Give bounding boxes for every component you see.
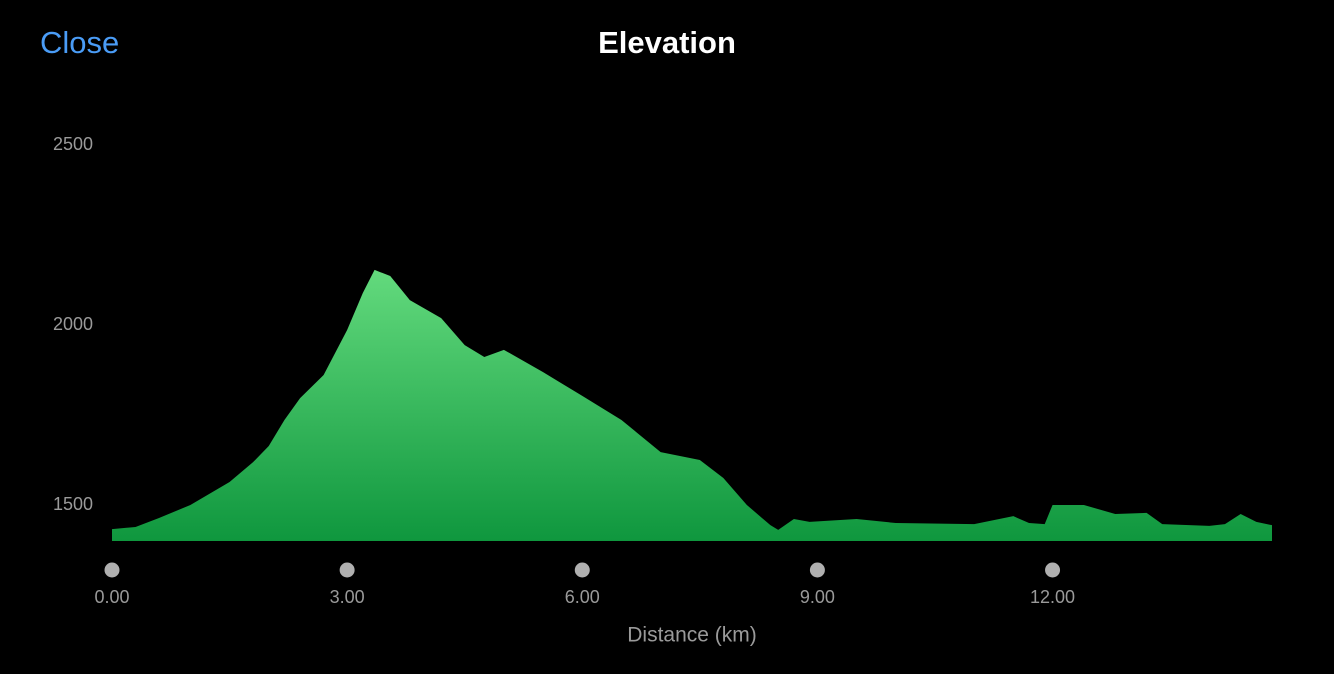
x-tick-label: 9.00 (800, 587, 835, 607)
y-tick-label: 1500 (53, 494, 93, 514)
chart-title: Elevation (598, 25, 736, 60)
x-tick-dot (339, 562, 355, 578)
x-tick-dot (1045, 562, 1061, 578)
x-tick-label: 12.00 (1030, 587, 1075, 607)
x-tick-dot (809, 562, 825, 578)
x-axis-label: Distance (km) (627, 624, 757, 647)
x-tick-label: 6.00 (565, 587, 600, 607)
elevation-area (112, 269, 1272, 541)
x-tick-label: 0.00 (94, 587, 129, 607)
x-tick-label: 3.00 (330, 587, 365, 607)
y-tick-label: 2000 (53, 314, 93, 334)
y-tick-label: 2500 (53, 134, 93, 154)
close-button[interactable]: Close (40, 25, 119, 60)
x-tick-dot (574, 562, 590, 578)
x-tick-dot (104, 562, 120, 578)
